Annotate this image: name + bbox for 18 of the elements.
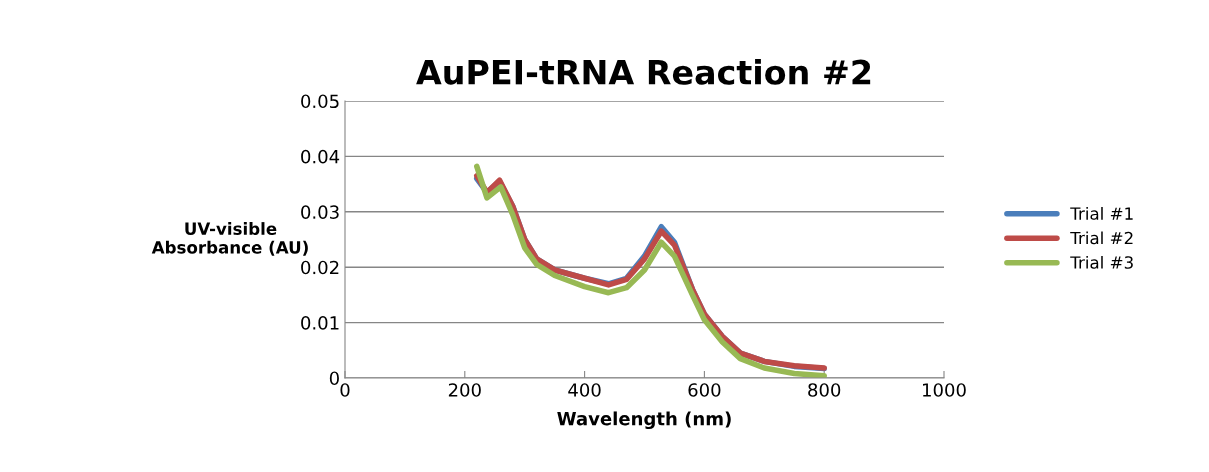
y-tick-label: 0.04 [301,149,340,164]
y-tick-label: 0.03 [301,205,339,219]
x-axis-title: Wavelength (nm) [557,411,731,430]
chart-title: AuPEI-tRNA Reaction #2 [416,59,871,85]
x-tick-label: 1000 [923,383,966,397]
legend-label: Trial #1 [1070,206,1133,220]
x-tick-label: 800 [808,383,841,397]
x-tick-label: 200 [448,383,481,397]
y-tick-label: 0.05 [301,94,339,109]
legend-label: Trial #2 [1070,231,1133,245]
y-tick-label: 0 [329,371,339,386]
y-tick-label: 0.02 [301,260,339,275]
x-tick-label: 600 [688,383,721,397]
y-tick-label: 0.01 [301,316,339,330]
x-tick-label: 0 [340,383,350,397]
y-axis-title: UV-visible Absorbance (AU) [151,222,308,256]
x-tick-label: 400 [568,383,601,397]
legend-label: Trial #3 [1070,255,1133,269]
